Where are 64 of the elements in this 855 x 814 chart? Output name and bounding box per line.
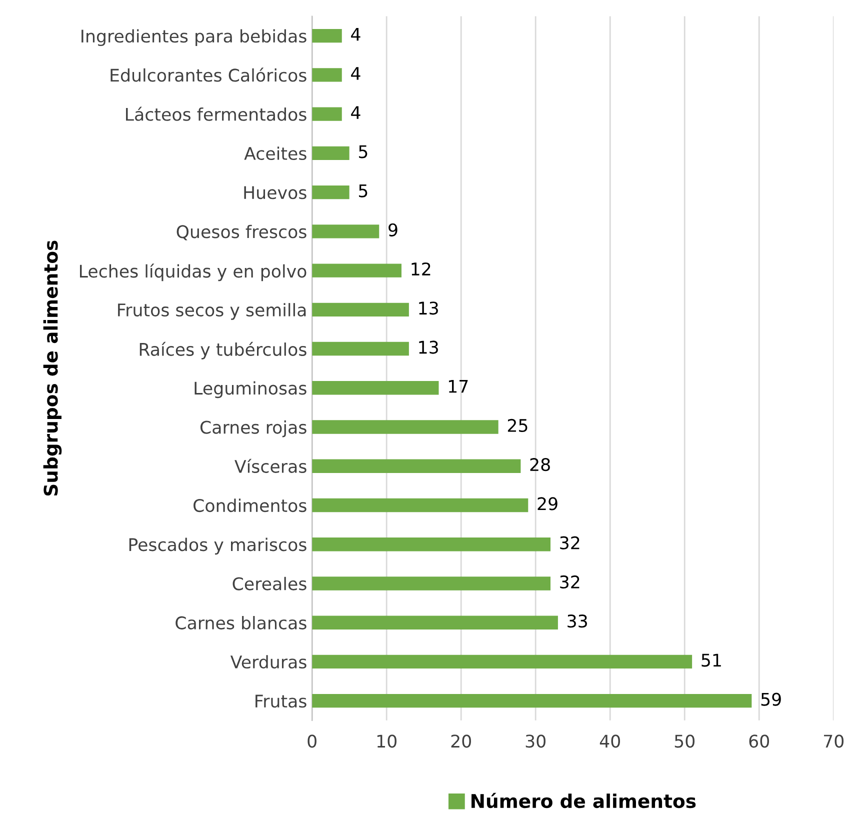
- x-tick-label: 0: [308, 734, 316, 748]
- x-tick-label: 40: [600, 734, 620, 748]
- bar: [312, 694, 752, 708]
- y-axis-title: Subgrupos de alimentos: [43, 240, 62, 496]
- data-label: 51: [702, 654, 721, 667]
- y-tick-label: Ingredientes para bebidas: [82, 29, 306, 46]
- x-tick-label: 30: [526, 734, 546, 748]
- y-tick-label: Raíces y tubérculos: [140, 342, 306, 360]
- data-label: 33: [568, 614, 587, 628]
- bar: [312, 28, 342, 43]
- data-label: 32: [560, 575, 580, 589]
- y-tick-label: Condimentos: [194, 498, 306, 512]
- y-tick-label: Quesos frescos: [176, 224, 306, 240]
- bar: [312, 498, 528, 512]
- y-tick-label: Frutas: [256, 694, 306, 708]
- data-label: 12: [412, 262, 430, 276]
- y-tick-label: Lácteos fermentados: [126, 106, 306, 121]
- data-label: 32: [560, 536, 580, 550]
- bar: [312, 381, 439, 395]
- x-tick-label: 60: [749, 734, 770, 748]
- data-label: 4: [351, 106, 360, 119]
- bar: [312, 264, 402, 278]
- bar: [312, 185, 350, 200]
- y-tick-label: Edulcorantes Calóricos: [110, 68, 306, 82]
- bar: [312, 224, 380, 238]
- bar: [312, 576, 550, 590]
- bar: [312, 146, 350, 160]
- bar: [312, 342, 409, 356]
- data-label: 5: [359, 184, 368, 198]
- y-tick-label: Frutos secos y semilla: [118, 303, 306, 320]
- y-tick-label: Carnes blancas: [176, 616, 306, 630]
- data-label: 9: [388, 223, 398, 236]
- bar: [312, 302, 409, 317]
- bar: [312, 107, 342, 121]
- y-tick-label: Huevos: [244, 186, 306, 200]
- data-label: 59: [761, 692, 781, 706]
- y-tick-label: Cereales: [232, 576, 306, 590]
- x-tick-label: 70: [824, 734, 844, 748]
- data-label: 4: [351, 28, 360, 41]
- legend-label: Número de alimentos: [472, 792, 696, 808]
- bar: [312, 68, 342, 82]
- x-tick-label: 20: [451, 734, 471, 748]
- data-label: 13: [419, 340, 438, 354]
- data-label: 13: [419, 302, 438, 315]
- bar: [312, 538, 550, 552]
- bar: [312, 420, 498, 434]
- bar: [312, 459, 521, 473]
- bar: [312, 654, 692, 669]
- y-tick-label: Carnes rojas: [200, 420, 306, 438]
- y-tick-label: Verduras: [230, 655, 306, 669]
- data-label: 4: [351, 67, 360, 80]
- bar: [312, 616, 558, 630]
- x-tick-label: 10: [377, 734, 396, 748]
- data-label: 29: [538, 497, 558, 510]
- y-tick-label: Vísceras: [234, 458, 306, 473]
- data-label: 25: [508, 418, 528, 432]
- data-label: 5: [359, 145, 368, 158]
- data-label: 17: [448, 380, 468, 393]
- data-label: 28: [530, 458, 550, 472]
- x-tick-label: 50: [674, 734, 695, 748]
- y-tick-label: Aceites: [244, 146, 306, 160]
- y-tick-label: Leguminosas: [194, 381, 306, 398]
- y-tick-label: Leches líquidas y en polvo: [80, 264, 306, 282]
- y-tick-label: Pescados y mariscos: [129, 538, 306, 555]
